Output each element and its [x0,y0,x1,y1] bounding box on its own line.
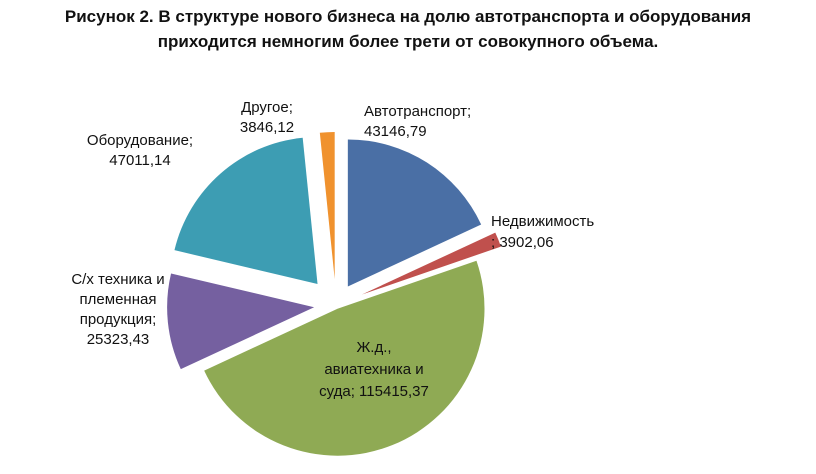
chart-title-line-2: приходится немногим более трети от совок… [157,32,659,51]
slice-label-line: 3846,12 [240,119,294,136]
slice-label-line: Ж.д., [356,339,391,356]
slice-label-line: ; 3902,06 [491,234,554,251]
slice-label-line: племенная [80,291,157,308]
slice-label-line: Недвижимость [491,213,594,230]
slice-label-line: Оборудование; [87,132,193,149]
pie-slice-2 [361,232,501,295]
pie-slice-5 [174,137,318,284]
slice-label-line: С/х техника и [71,271,164,288]
slice-label-line: 47011,14 [109,152,170,169]
slice-label-line: Другое; [241,99,293,116]
slice-label-line: Автотранспорт; [364,103,471,120]
slice-label-4: С/х техника и племенная продукция; 25323,43 [71,271,164,348]
chart-title-line-1: Рисунок 2. В структуре нового бизнеса на… [64,7,752,26]
slice-label-5: Оборудование; 47011,14 [87,132,193,169]
chart-title: Рисунок 2. В структуре нового бизнеса на… [0,4,816,54]
slice-label-6: Другое; 3846,12 [240,99,294,136]
slice-label-3: Ж.д., авиатехника и суда; 115415,37 [319,339,429,400]
pie-slice-3 [204,260,485,456]
slice-label-1: Автотранспорт; 43146,79 [364,103,471,140]
pie-slice-1 [347,139,482,287]
pie-slice-4 [167,273,315,370]
slice-label-line: суда; 115415,37 [319,383,429,400]
pie-slice-6 [319,132,335,280]
slice-label-line: 43146,79 [364,123,427,140]
slice-label-line: продукция; [80,311,157,328]
slice-label-line: авиатехника и [324,361,423,378]
slice-label-line: 25323,43 [87,331,150,348]
slice-label-2: Недвижимость ; 3902,06 [491,213,594,251]
